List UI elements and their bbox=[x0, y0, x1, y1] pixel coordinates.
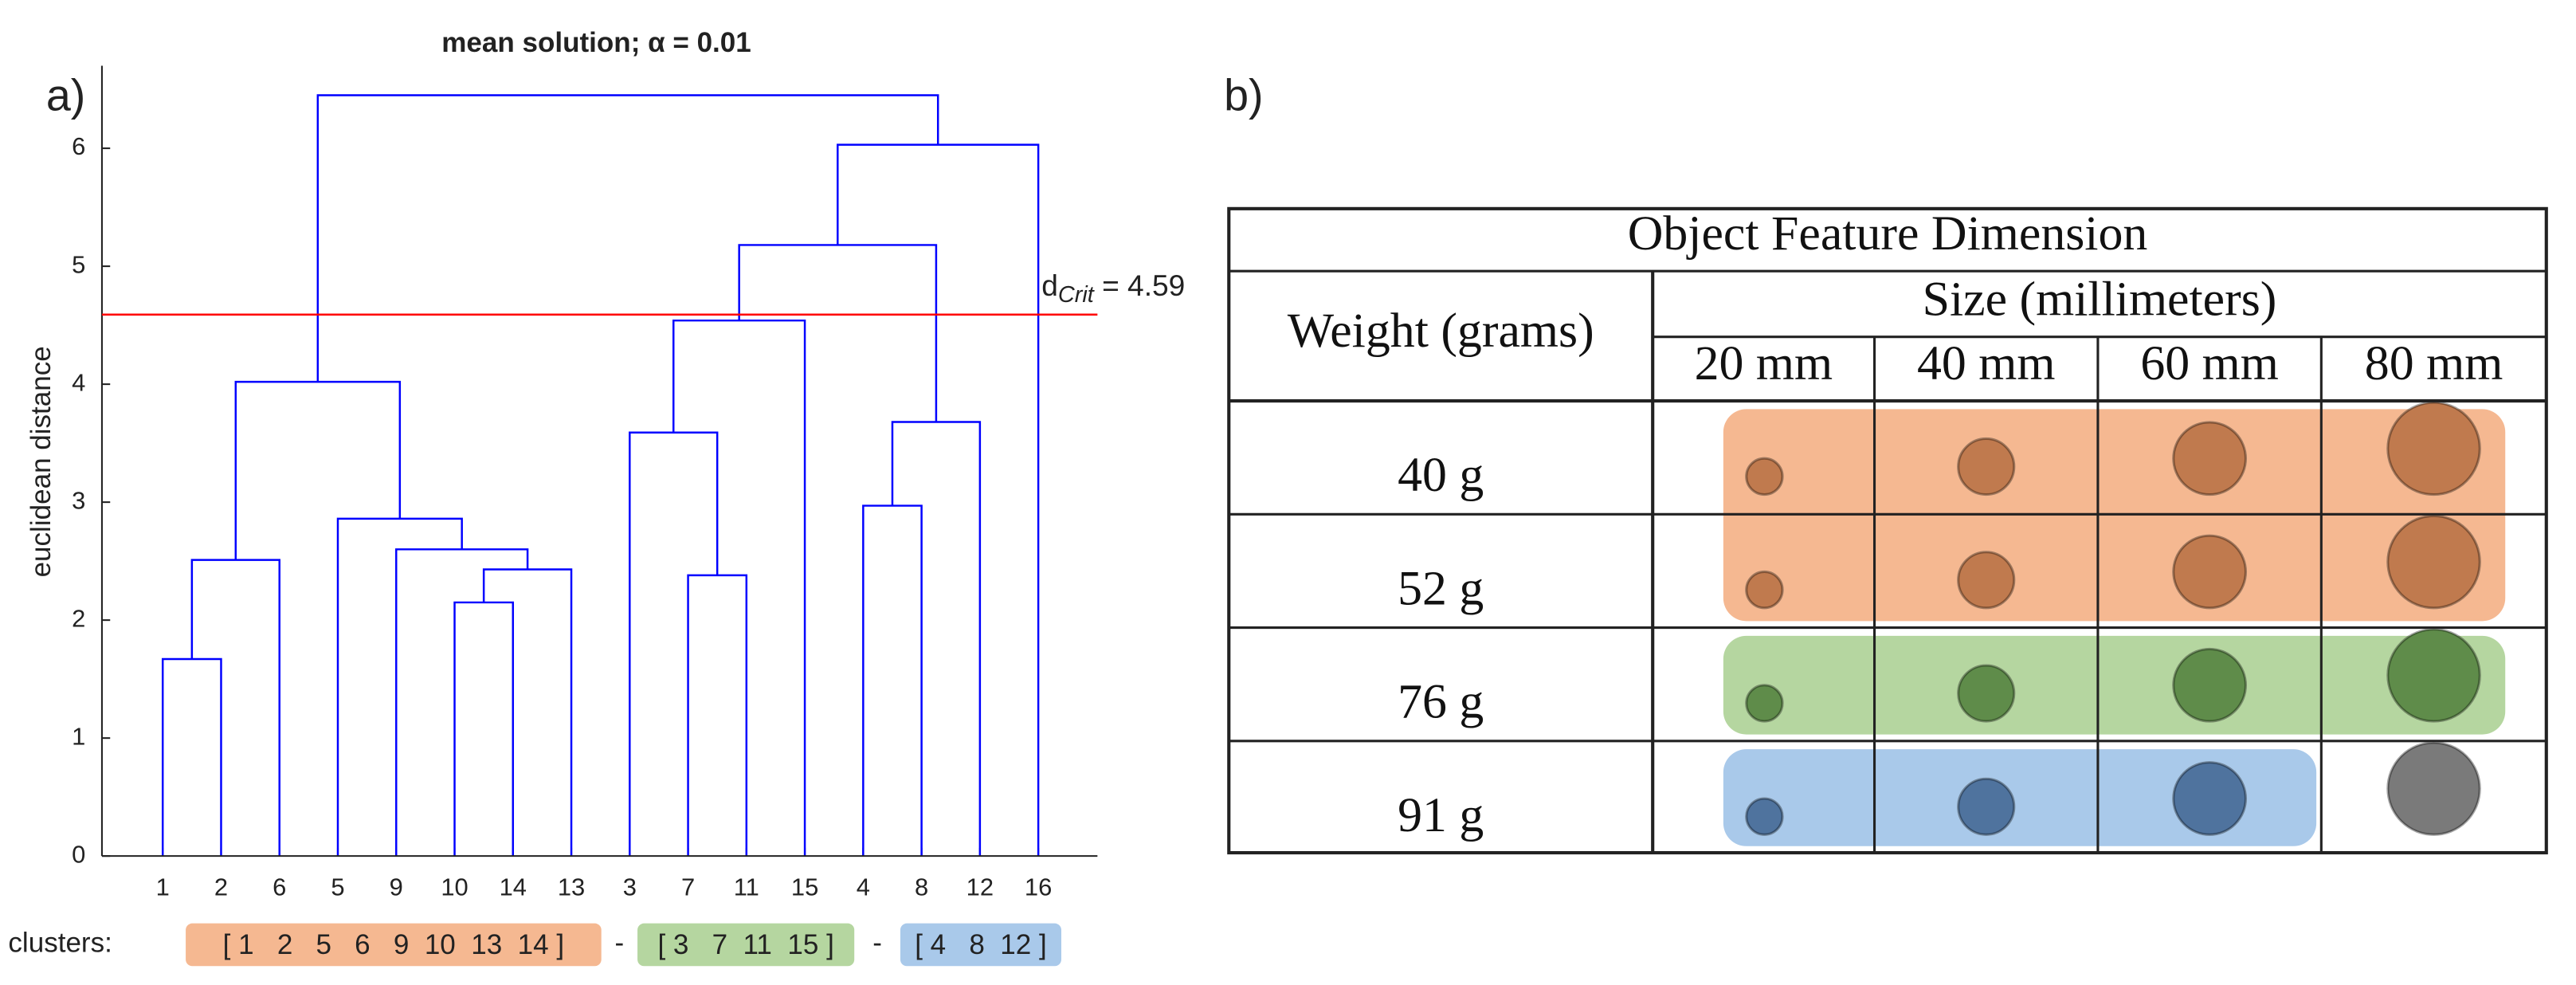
dendrogram-link bbox=[395, 548, 529, 857]
dendrogram-link bbox=[687, 574, 748, 857]
y-tick-label: 5 bbox=[72, 250, 85, 278]
object-icon bbox=[1745, 797, 1784, 836]
dendrogram-link bbox=[738, 244, 938, 422]
x-tick-label: 3 bbox=[623, 873, 637, 901]
panel-label: a) bbox=[46, 70, 86, 120]
dendrogram-link bbox=[234, 380, 402, 560]
object-icon bbox=[1745, 457, 1784, 496]
object-icon bbox=[2386, 741, 2481, 836]
row-label: 76 g bbox=[1398, 675, 1484, 729]
row-label: 40 g bbox=[1398, 448, 1484, 502]
dendrogram-link bbox=[862, 504, 923, 857]
cluster-members: [ 4 8 12 ] bbox=[915, 929, 1047, 960]
x-tick-label: 16 bbox=[1025, 873, 1052, 901]
cluster-separator: - bbox=[615, 928, 625, 959]
x-tick-label: 15 bbox=[791, 873, 818, 901]
x-tick-label: 1 bbox=[156, 873, 170, 901]
dendrogram-link bbox=[672, 319, 806, 857]
y-tick-label: 2 bbox=[72, 604, 85, 632]
chart-title: mean solution; α = 0.01 bbox=[441, 27, 751, 58]
y-tick-label: 3 bbox=[72, 486, 85, 514]
threshold-label-sub: Crit bbox=[1058, 282, 1096, 308]
object-icon bbox=[2172, 647, 2248, 723]
column-header: 40 mm bbox=[1917, 336, 2056, 390]
column-group-header: Size (millimeters) bbox=[1923, 273, 2277, 327]
x-tick-label: 7 bbox=[681, 873, 695, 901]
y-tick-label: 1 bbox=[72, 722, 85, 750]
x-tick-label: 14 bbox=[500, 873, 527, 901]
object-icon bbox=[2386, 401, 2481, 496]
object-icon bbox=[2172, 534, 2248, 610]
row-label: 91 g bbox=[1398, 788, 1484, 842]
object-icon bbox=[2172, 421, 2248, 496]
x-tick-label: 13 bbox=[558, 873, 585, 901]
cluster-box bbox=[637, 923, 855, 967]
dendrogram-link bbox=[837, 143, 1040, 857]
object-icon bbox=[1957, 664, 2016, 723]
object-icon bbox=[2386, 628, 2481, 723]
threshold-label: dCrit = 4.59 bbox=[1041, 269, 1185, 308]
cluster-highlight bbox=[1723, 749, 2317, 846]
cluster-members: [ 3 7 11 15 ] bbox=[657, 929, 833, 960]
y-tick-label: 0 bbox=[72, 840, 85, 868]
cluster-box bbox=[900, 923, 1061, 967]
dendrogram-link bbox=[453, 601, 515, 857]
x-tick-label: 11 bbox=[734, 873, 759, 901]
x-tick-label: 6 bbox=[272, 873, 286, 901]
threshold-label-value: = 4.59 bbox=[1094, 269, 1186, 302]
panel-label: b) bbox=[1224, 70, 1264, 120]
y-axis-label: euclidean distance bbox=[25, 346, 57, 577]
x-tick-label: 5 bbox=[331, 873, 344, 901]
dendrogram-link bbox=[482, 568, 573, 857]
table: Object Feature Dimension Weight (grams) Si… bbox=[1227, 206, 2548, 855]
object-icon bbox=[2386, 514, 2481, 610]
object-icon bbox=[1957, 551, 2016, 610]
dendrogram-link bbox=[316, 94, 939, 383]
y-tick-label: 4 bbox=[72, 368, 85, 396]
dendrogram-link bbox=[336, 517, 463, 857]
x-tick-label: 4 bbox=[857, 873, 870, 901]
cluster-separator: - bbox=[872, 928, 882, 959]
table-title: Object Feature Dimension bbox=[1628, 206, 2148, 261]
clusters-label: clusters: bbox=[8, 928, 112, 959]
column-header: 20 mm bbox=[1695, 336, 1833, 390]
object-icon bbox=[2172, 761, 2248, 836]
object-icon bbox=[1745, 684, 1784, 723]
column-header: 80 mm bbox=[2365, 336, 2503, 390]
object-icon bbox=[1957, 437, 2016, 496]
y-tick-label: 6 bbox=[72, 132, 85, 160]
x-tick-label: 8 bbox=[915, 873, 928, 901]
cluster-highlight bbox=[1723, 635, 2506, 735]
x-tick-label: 12 bbox=[966, 873, 994, 901]
dendrogram-link bbox=[161, 657, 222, 857]
x-tick-label: 2 bbox=[214, 873, 228, 901]
dendrogram-link bbox=[891, 421, 982, 857]
object-icon bbox=[1745, 570, 1784, 610]
dendrogram-link bbox=[629, 431, 719, 857]
x-tick-label: 10 bbox=[441, 873, 468, 901]
column-header: 60 mm bbox=[2140, 336, 2279, 390]
cluster-members: [ 1 2 5 6 9 10 13 14 ] bbox=[223, 929, 564, 960]
row-label: 52 g bbox=[1398, 561, 1484, 615]
dendrogram-link bbox=[190, 559, 280, 857]
table-border bbox=[1227, 206, 2548, 855]
row-header: Weight (grams) bbox=[1288, 304, 1594, 358]
cluster-box bbox=[186, 923, 602, 967]
x-tick-label: 9 bbox=[390, 873, 403, 901]
threshold-label-main: d bbox=[1041, 269, 1058, 302]
object-icon bbox=[1957, 777, 2016, 836]
